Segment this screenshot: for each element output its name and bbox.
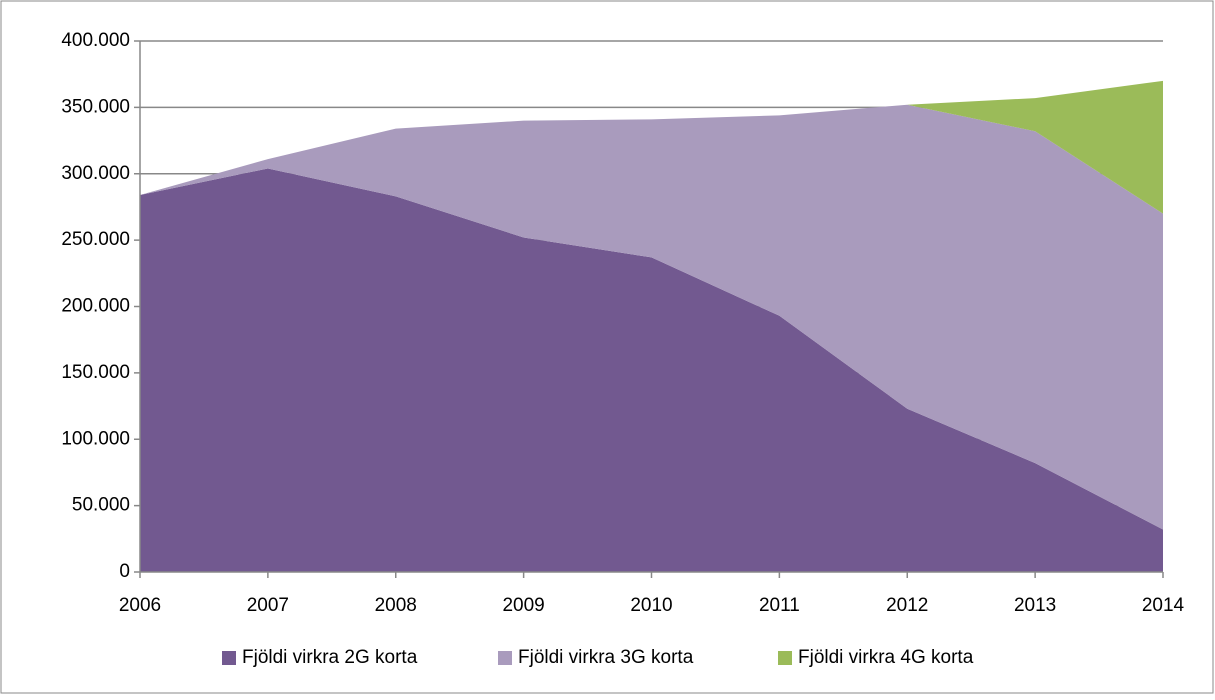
y-tick-label: 350.000 <box>61 96 130 117</box>
x-tick-label: 2006 <box>119 595 161 616</box>
x-tick-label: 2011 <box>759 595 800 616</box>
x-tick-label: 2010 <box>630 595 672 616</box>
y-tick-label: 0 <box>119 561 130 582</box>
x-tick-label: 2008 <box>375 595 417 616</box>
x-tick-label: 2013 <box>1014 595 1056 616</box>
legend-swatch <box>778 651 792 665</box>
x-tick-label: 2009 <box>502 595 544 616</box>
area <box>140 168 1163 572</box>
y-tick-label: 400.000 <box>61 30 130 51</box>
y-tick-label: 250.000 <box>61 229 130 250</box>
x-tick-label: 2012 <box>886 595 928 616</box>
legend-swatch <box>222 651 236 665</box>
y-tick-label: 50.000 <box>72 495 130 516</box>
legend-label: Fjöldi virkra 2G korta <box>242 647 418 668</box>
y-tick-label: 100.000 <box>61 428 130 449</box>
legend-label: Fjöldi virkra 3G korta <box>518 647 694 668</box>
y-tick-label: 300.000 <box>61 163 130 184</box>
x-tick-label: 2007 <box>247 595 289 616</box>
x-tick-label: 2014 <box>1142 595 1185 616</box>
area <box>140 104 1163 530</box>
y-tick-label: 150.000 <box>61 362 130 383</box>
legend-label: Fjöldi virkra 4G korta <box>798 647 974 668</box>
legend-swatch <box>498 651 512 665</box>
y-tick-label: 200.000 <box>61 296 130 317</box>
